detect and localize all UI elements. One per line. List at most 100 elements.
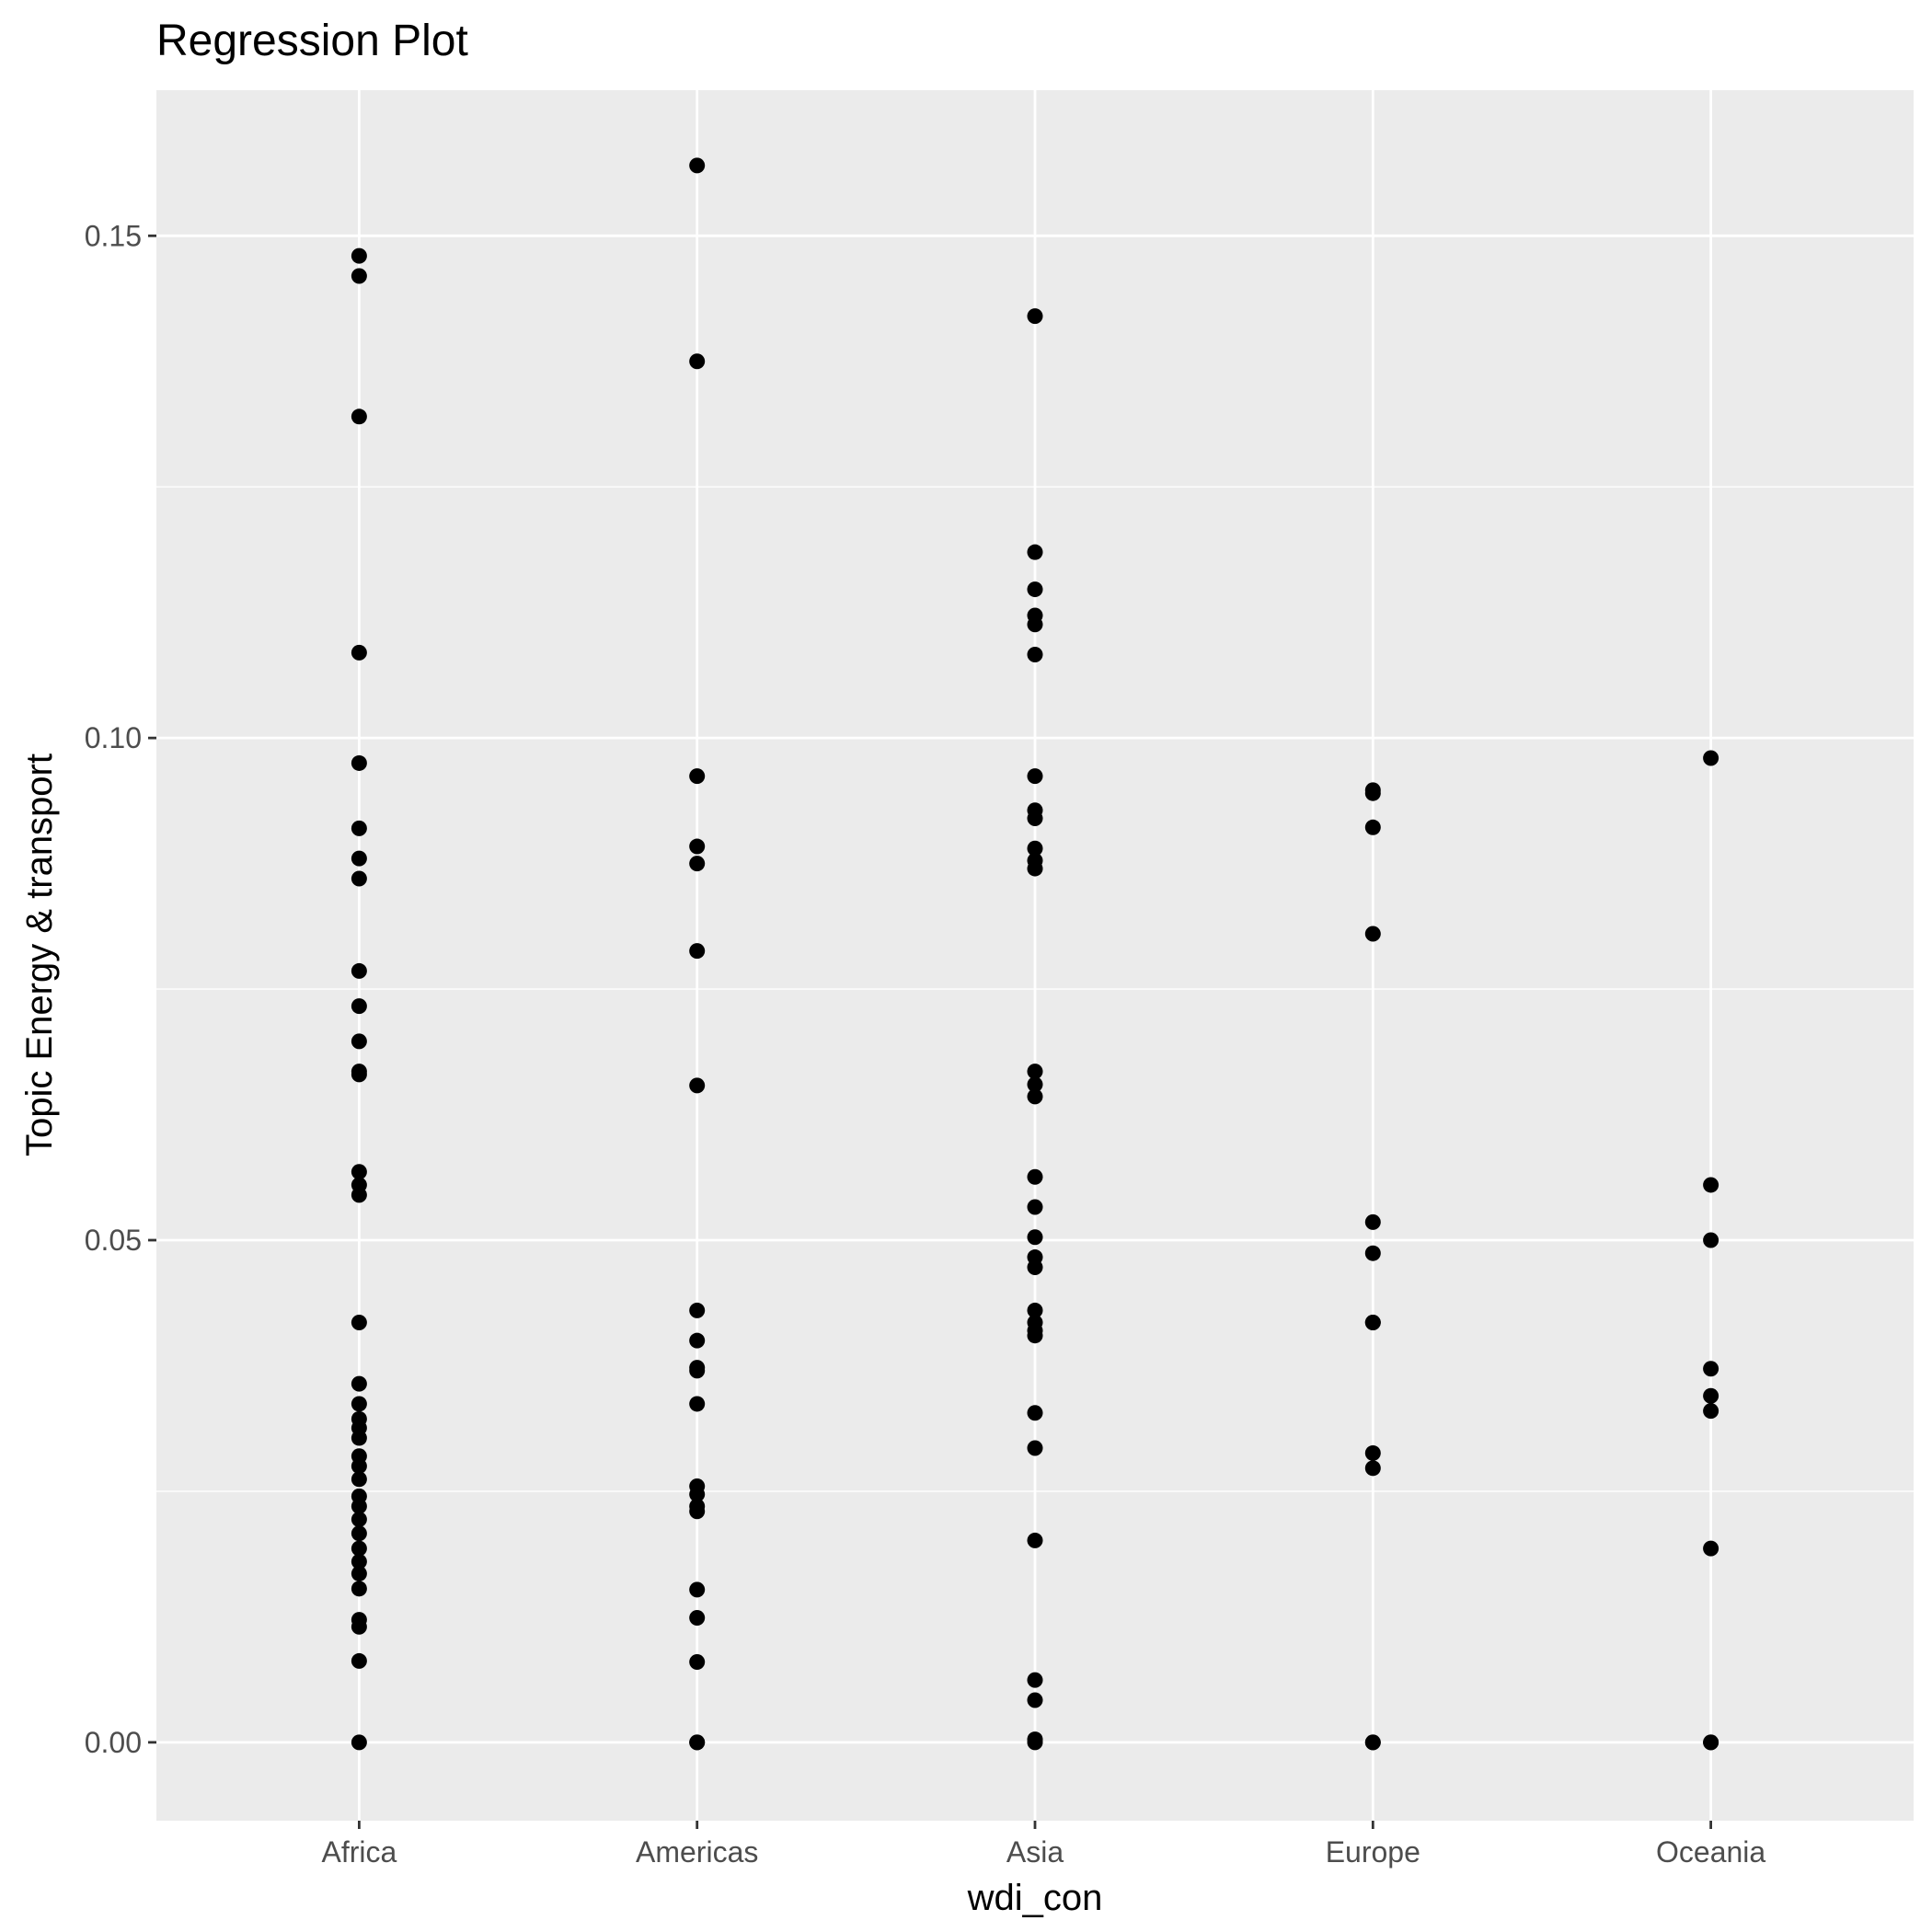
data-point-africa: [351, 644, 367, 661]
data-point-asia: [1027, 616, 1043, 633]
data-point-europe: [1364, 1315, 1381, 1331]
data-point-americas: [689, 1363, 706, 1379]
data-point-americas: [689, 943, 706, 960]
data-point-oceania: [1703, 1403, 1719, 1420]
data-point-africa: [351, 1033, 367, 1050]
data-point-asia: [1027, 1734, 1043, 1751]
data-point-africa: [351, 1581, 367, 1597]
data-point-africa: [351, 998, 367, 1015]
data-point-asia: [1027, 1064, 1043, 1080]
data-point-africa: [351, 1375, 367, 1392]
x-tick-label-oceania: Oceania: [1656, 1835, 1765, 1869]
data-point-africa: [351, 247, 367, 264]
major-gridlines: [156, 90, 1914, 1821]
data-point-africa: [351, 1734, 367, 1751]
data-point-asia: [1027, 1328, 1043, 1344]
data-point-asia: [1027, 768, 1043, 785]
data-point-americas: [689, 1302, 706, 1318]
data-point-africa: [351, 754, 367, 771]
y-axis: 0.00 0.05 0.10 0.15: [85, 219, 156, 1759]
data-point-asia: [1027, 810, 1043, 826]
data-point-oceania: [1703, 1387, 1719, 1404]
data-point-africa: [351, 408, 367, 425]
data-point-africa: [351, 1458, 367, 1475]
data-point-europe: [1364, 1213, 1381, 1230]
x-tick-label-americas: Americas: [636, 1835, 758, 1869]
data-point-americas: [689, 157, 706, 174]
data-point-asia: [1027, 647, 1043, 663]
data-point-americas: [689, 768, 706, 785]
data-point-americas: [689, 353, 706, 370]
x-axis: Africa Americas Asia Europe Oceania: [321, 1821, 1765, 1869]
y-tick-label: 0.00: [85, 1726, 142, 1759]
data-point-asia: [1027, 1088, 1043, 1105]
data-point-asia: [1027, 1259, 1043, 1275]
data-point-africa: [351, 850, 367, 867]
data-point-asia: [1027, 581, 1043, 598]
y-tick-label: 0.10: [85, 721, 142, 754]
data-point-africa: [351, 1315, 367, 1331]
data-point-africa: [351, 1066, 367, 1083]
data-point-africa: [351, 1540, 367, 1557]
data-point-africa: [351, 268, 367, 284]
data-point-asia: [1027, 860, 1043, 877]
data-point-asia: [1027, 1692, 1043, 1708]
data-point-americas: [689, 1503, 706, 1520]
data-point-asia: [1027, 1302, 1043, 1318]
data-point-asia: [1027, 308, 1043, 325]
data-point-americas: [689, 1486, 706, 1502]
y-axis-title: Topic Energy & transport: [19, 753, 60, 1156]
data-point-americas: [689, 838, 706, 855]
data-point-asia: [1027, 1199, 1043, 1215]
data-point-oceania: [1703, 1361, 1719, 1377]
data-point-africa: [351, 1652, 367, 1669]
data-point-africa: [351, 1525, 367, 1542]
y-tick-label: 0.05: [85, 1224, 142, 1257]
data-point-americas: [689, 1609, 706, 1626]
data-point-africa: [351, 1498, 367, 1514]
data-point-europe: [1364, 1444, 1381, 1461]
data-point-africa: [351, 1565, 367, 1581]
data-point-asia: [1027, 1532, 1043, 1548]
data-point-africa: [351, 1618, 367, 1635]
x-tick-label-africa: Africa: [321, 1835, 397, 1869]
data-point-africa: [351, 1471, 367, 1488]
data-point-europe: [1364, 926, 1381, 942]
data-point-asia: [1027, 544, 1043, 560]
data-point-asia: [1027, 840, 1043, 857]
x-tick-label-europe: Europe: [1326, 1835, 1420, 1869]
data-point-africa: [351, 820, 367, 836]
data-point-americas: [689, 1396, 706, 1412]
data-point-asia: [1027, 1076, 1043, 1093]
data-point-europe: [1364, 1734, 1381, 1751]
data-point-asia: [1027, 1440, 1043, 1456]
data-point-europe: [1364, 819, 1381, 835]
data-point-oceania: [1703, 1734, 1719, 1751]
data-point-oceania: [1703, 1232, 1719, 1248]
data-point-africa: [351, 1396, 367, 1412]
data-point-americas: [689, 1734, 706, 1751]
data-point-africa: [351, 1511, 367, 1527]
data-point-europe: [1364, 785, 1381, 801]
data-point-asia: [1027, 1168, 1043, 1185]
data-point-asia: [1027, 1672, 1043, 1688]
data-point-europe: [1364, 1460, 1381, 1477]
data-point-africa: [351, 962, 367, 979]
data-point-oceania: [1703, 1540, 1719, 1557]
data-point-europe: [1364, 1245, 1381, 1261]
data-point-africa: [351, 1430, 367, 1446]
x-axis-title: wdi_con: [967, 1878, 1103, 1918]
data-point-africa: [351, 1164, 367, 1180]
data-point-oceania: [1703, 1177, 1719, 1193]
y-tick-label: 0.15: [85, 219, 142, 252]
data-point-africa: [351, 870, 367, 887]
data-point-africa: [351, 1187, 367, 1203]
data-point-asia: [1027, 1405, 1043, 1421]
data-point-africa: [351, 1553, 367, 1570]
data-points: [351, 157, 1719, 1751]
data-point-americas: [689, 856, 706, 872]
data-point-americas: [689, 1332, 706, 1349]
x-tick-label-asia: Asia: [1006, 1835, 1064, 1869]
